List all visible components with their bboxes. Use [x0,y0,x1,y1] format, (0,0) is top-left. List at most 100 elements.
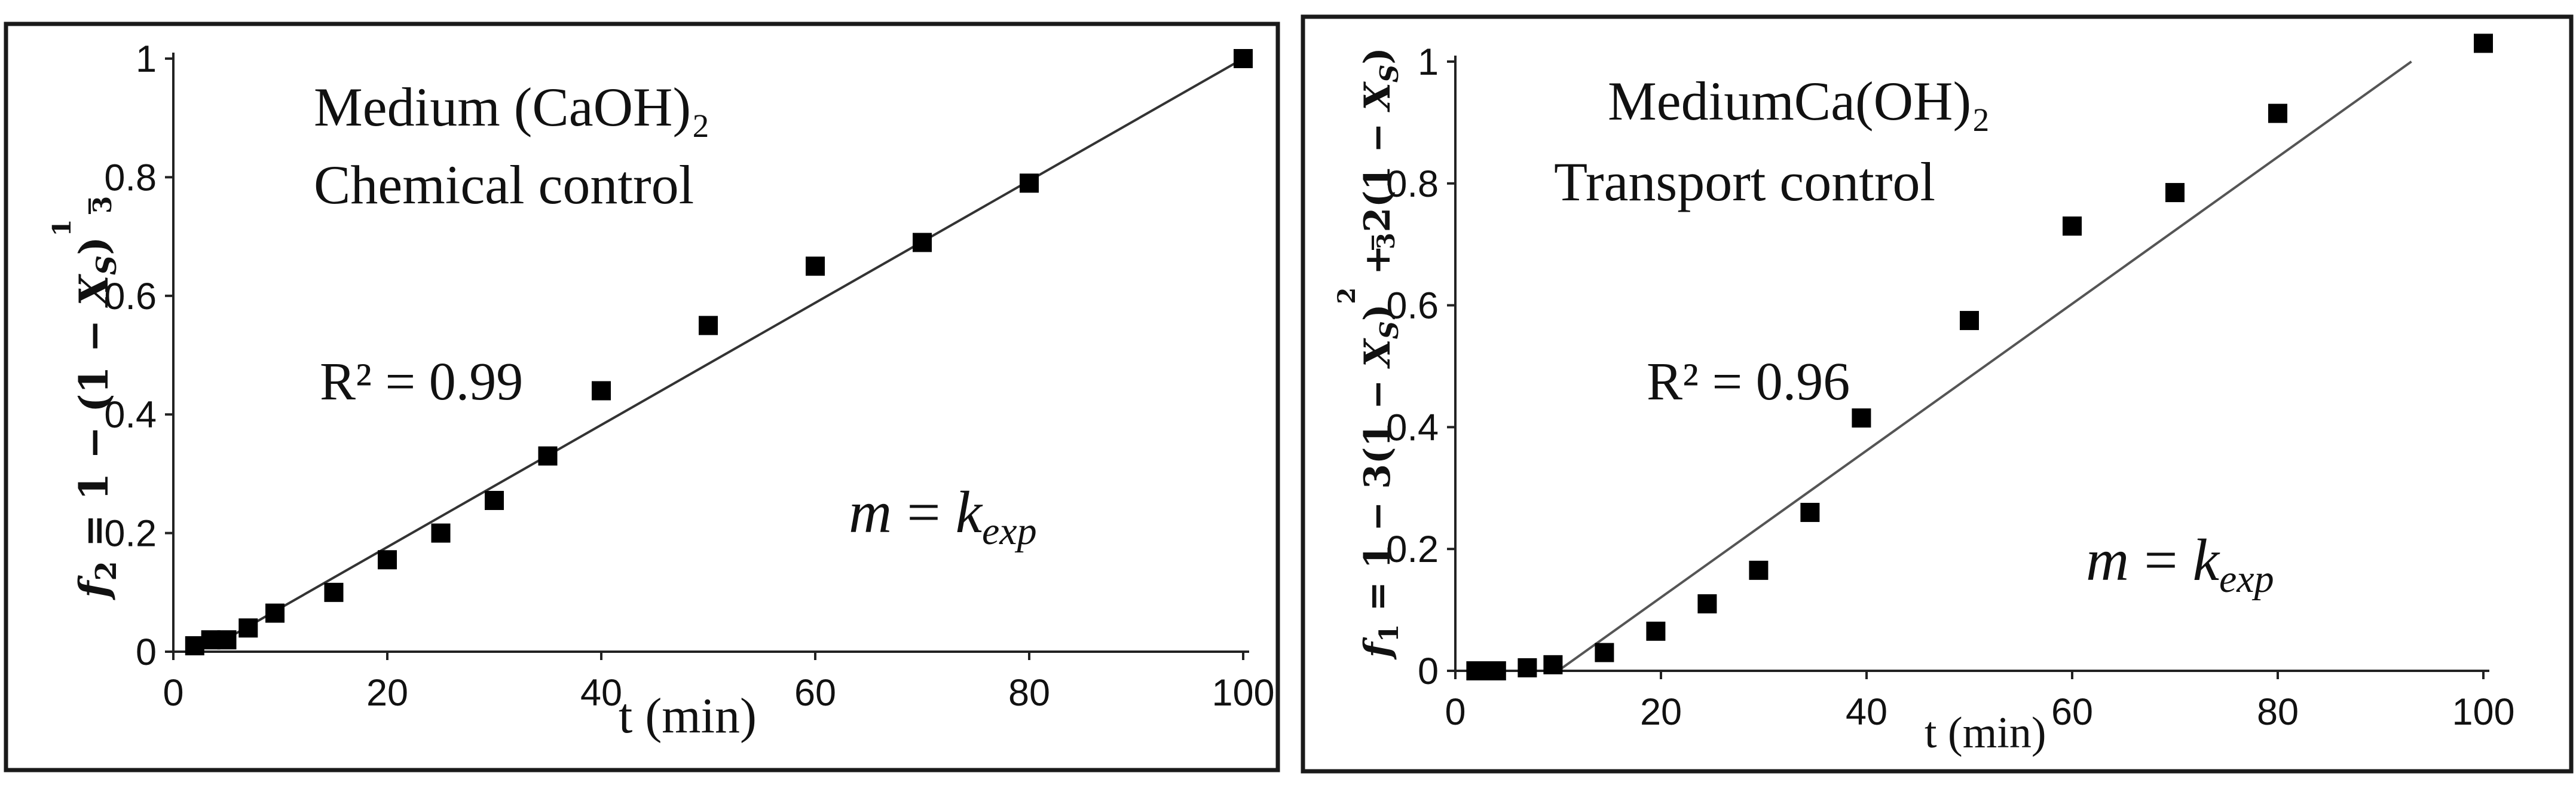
x-tick-label: 0 [163,672,183,714]
y-close: ) [71,237,117,255]
y-tick-label: 0.2 [1386,529,1439,570]
data-point [1595,643,1614,662]
y-tick-label: 0.6 [1386,285,1439,327]
y-xs: X [71,273,117,308]
model-k-sub: exp [2219,557,2274,601]
data-point [485,491,504,511]
y-tick-label: 0 [136,631,157,673]
data-point [378,550,397,570]
x-tick-label: 100 [2452,691,2514,733]
data-point [1852,408,1871,428]
model-m: m [2086,527,2129,593]
model-k-sub: exp [982,509,1037,553]
y-tail-close: ) [1357,47,1399,64]
data-point [699,316,718,335]
data-point [2063,216,2082,236]
data-point [1960,311,1979,331]
data-point [201,630,221,650]
data-point [431,523,451,543]
y-tick-label: 0.4 [1386,407,1439,448]
y-tick-label: 0.6 [104,276,157,317]
y-axis-title: f2 = 1 − (1 − XS)1 [47,219,123,600]
chart-subtitle: Chemical control [314,154,694,215]
data-point [592,381,611,401]
axes [1454,56,2489,672]
data-point [1020,173,1039,193]
y-f-sub: 1 [1374,624,1405,643]
model-equation: m = kexp [849,479,1037,553]
transport-control-panel: 0 20 40 60 80 100 0 0.2 0.4 0.6 0.8 1 Me… [1301,14,2574,774]
y-tick-label: 1 [136,38,157,80]
data-point [2268,103,2287,123]
x-tick-label: 80 [2257,691,2299,733]
data-point [1749,560,1769,580]
chart-title: MediumCa(OH)₂ [1608,71,1990,132]
y-tick-label: 0.8 [1386,163,1439,205]
y-tail-xs-sub: S [1375,65,1404,83]
y-rhs: = 1 − 3(1 − [1357,367,1399,624]
y-tick-label: 0 [1418,650,1439,692]
regression-line [226,57,1244,640]
data-point [1646,621,1666,641]
x-tick-label: 40 [580,672,622,714]
y-close: ) [1357,304,1399,320]
x-tick-label: 80 [1008,672,1050,714]
y-tail-xs: X [1357,81,1399,113]
regression-line [1557,60,2412,672]
y-tick-label: 1 [1418,41,1439,83]
data-point [265,603,285,623]
data-point [1234,49,1253,68]
data-point [185,636,204,656]
y-exp-num: 1 [47,219,77,236]
data-point [217,630,237,650]
y-tick-labels: 0 0.2 0.4 0.6 0.8 1 [1386,41,1439,692]
panel-frame [1301,14,2574,774]
data-point [913,233,932,252]
model-m: m [849,479,892,545]
y-axis-title: f1 = 1 − 3(1 − XS)2 + 2(1 − XS) [1333,47,1405,660]
y-tail: + 2(1 − [1357,111,1399,288]
y-exp-den: 3 [88,196,117,213]
model-k: k [2193,527,2220,593]
data-point [538,446,558,466]
data-point [1800,503,1820,523]
data-point [1518,658,1537,677]
y-f-sub: 2 [90,561,123,581]
model-k: k [956,479,983,545]
y-xs-sub: S [90,255,123,275]
data-point [1486,661,1506,680]
data-point [806,256,825,276]
x-axis-title: t (min) [619,688,757,744]
x-tick-labels: 0 20 40 60 80 100 [163,672,1274,714]
axes [172,53,1249,653]
x-axis-title: t (min) [1925,708,2046,758]
r-squared-label: R² = 0.99 [320,352,523,411]
y-xs-sub: S [1375,321,1404,339]
x-tick-label: 100 [1211,672,1274,714]
model-equation: m = kexp [2086,527,2274,601]
y-exp-num: 2 [1333,288,1361,304]
data-point [1543,655,1563,674]
data-point [1697,594,1717,613]
y-rhs: = 1 − (1 − [71,306,117,561]
x-tick-label: 0 [1445,691,1466,733]
y-xs: X [1357,338,1399,369]
chemical-control-panel: 0 20 40 60 80 100 0 0.2 0.4 0.6 0.8 1 Me… [4,22,1280,772]
chart-subtitle: Transport control [1554,151,1935,212]
r-squared-label: R² = 0.96 [1647,352,1850,411]
model-eq: = [892,479,955,545]
x-tick-label: 60 [794,672,836,714]
data-point [2474,33,2493,53]
x-tick-labels: 0 20 40 60 80 100 [1445,691,2514,733]
data-points [185,49,1253,656]
model-eq: = [2129,527,2192,593]
y-tick-labels: 0 0.2 0.4 0.6 0.8 1 [104,38,157,673]
x-tick-label: 60 [2051,691,2093,733]
data-point [324,582,344,602]
x-tick-label: 20 [1640,691,1682,733]
y-exp-den: 3 [1372,233,1400,249]
x-tick-label: 40 [1846,691,1887,733]
tick-marks [165,57,1244,660]
y-tick-label: 0.2 [104,513,157,555]
